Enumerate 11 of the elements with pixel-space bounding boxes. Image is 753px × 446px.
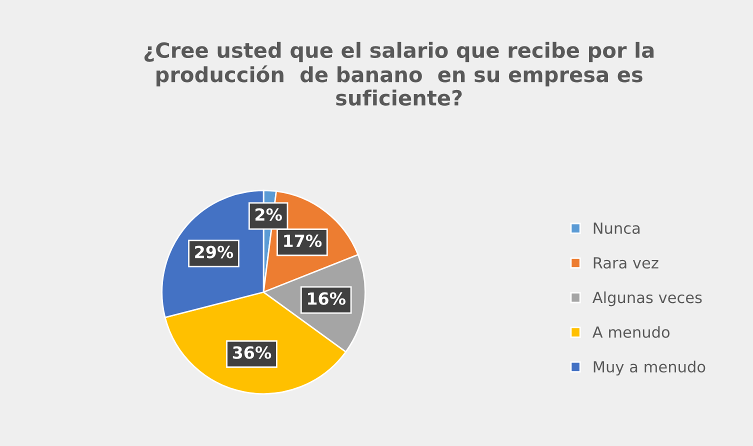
- data-label: 36%: [232, 346, 272, 359]
- legend-label: Rara vez: [594, 257, 658, 269]
- data-label: 29%: [195, 246, 234, 258]
- data-label: 16%: [308, 292, 346, 305]
- legend-label: Algunas veces: [592, 291, 702, 306]
- data-label: 17%: [284, 234, 322, 248]
- chart-title: ¿Cree usted que el salario que recibe por la producción de banano en su empresa es suficiente?: [144, 42, 654, 106]
- data-label: 2%: [256, 208, 282, 221]
- legend-label: Muy a menudo: [594, 360, 706, 376]
- legend-label: Nunca: [594, 222, 640, 234]
- legend-label: A menudo: [592, 326, 670, 338]
